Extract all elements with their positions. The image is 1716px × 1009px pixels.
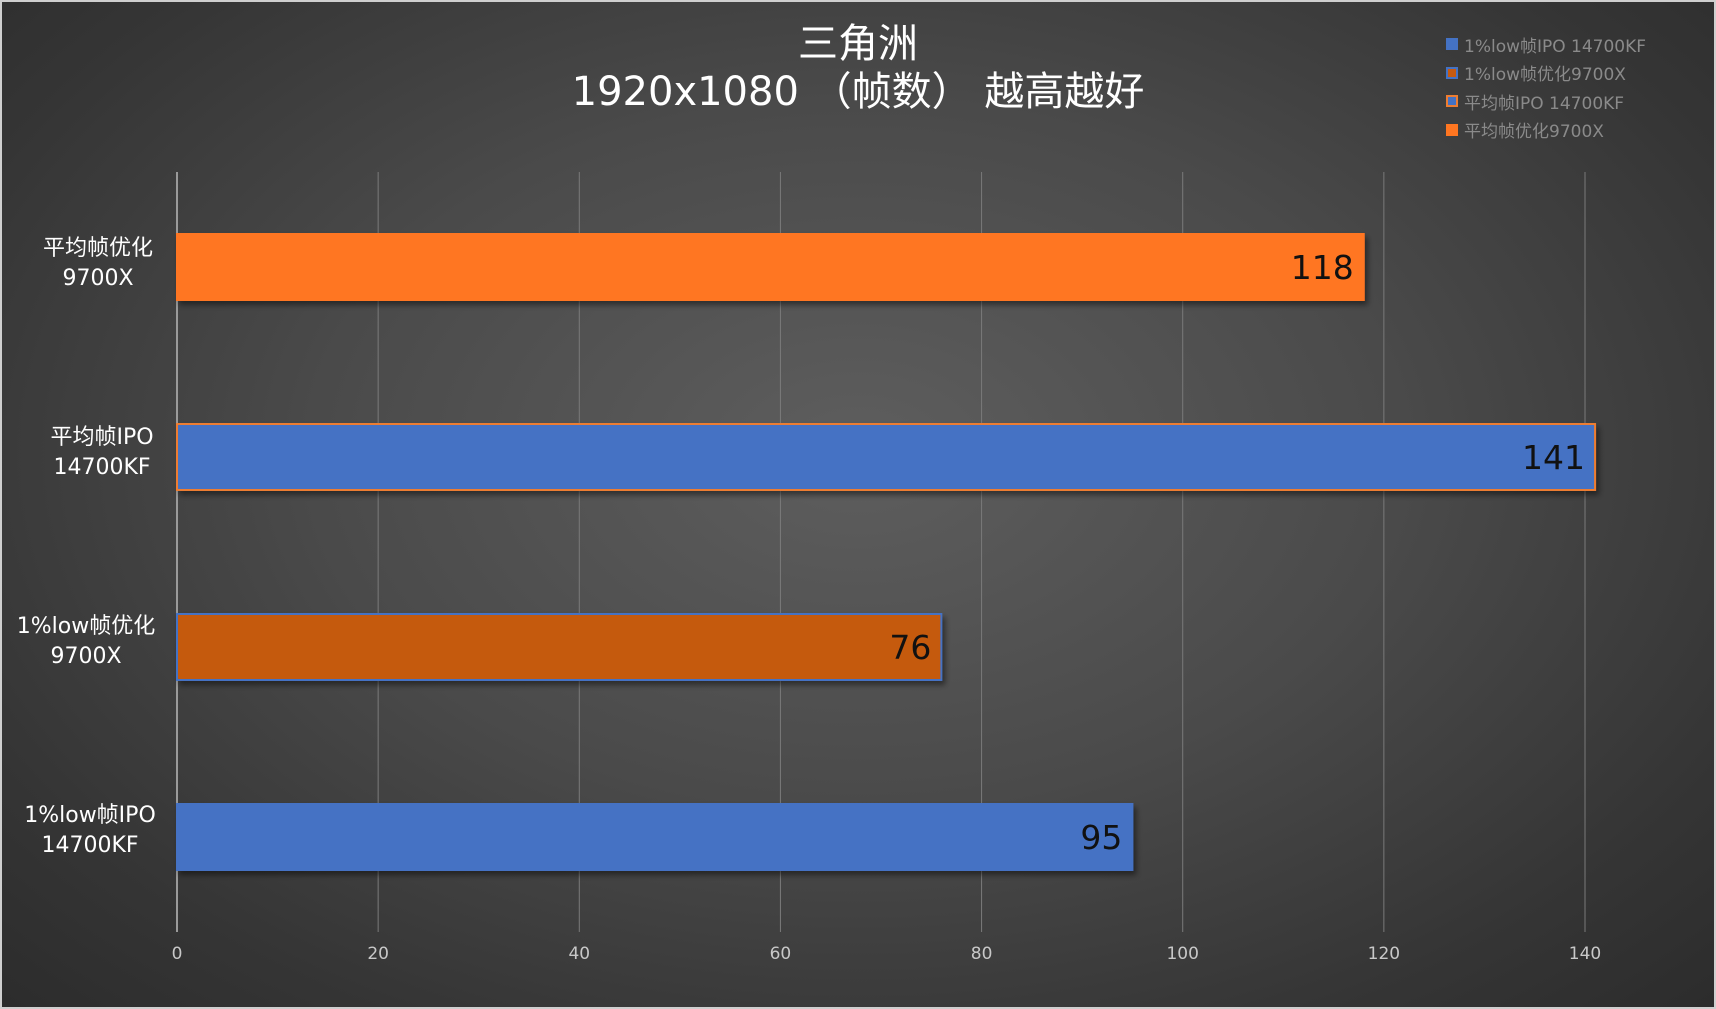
- legend-label: 1%low帧优化9700X: [1464, 65, 1626, 86]
- legend-item: 1%low帧优化9700X: [1446, 59, 1646, 88]
- x-tick-label: 140: [1569, 944, 1601, 964]
- x-tick-label: 60: [770, 944, 792, 964]
- bar: [176, 803, 1134, 871]
- category-label: 1%low帧优化 9700X: [16, 614, 156, 669]
- legend-swatch: [1446, 66, 1458, 79]
- data-label: 118: [1291, 248, 1354, 287]
- legend-label: 1%low帧IPO 14700KF: [1464, 36, 1647, 57]
- legend-swatch: [1446, 123, 1458, 136]
- data-label: 141: [1522, 438, 1585, 477]
- legend-item: 1%low帧IPO 14700KF: [1446, 30, 1646, 59]
- x-tick-label: 80: [971, 944, 993, 964]
- legend-item: 平均帧优化9700X: [1446, 116, 1646, 145]
- legend-swatch: [1446, 38, 1458, 51]
- bar: [176, 613, 943, 681]
- bar: [176, 233, 1365, 301]
- x-tick-label: 40: [568, 944, 590, 964]
- x-tick-label: 0: [172, 944, 183, 964]
- legend-swatch: [1446, 95, 1458, 108]
- chart-title: 三角洲: [798, 21, 918, 67]
- chart-subtitle: 1920x1080 （帧数） 越高越好: [571, 69, 1145, 115]
- legend-label: 平均帧优化9700X: [1464, 122, 1604, 143]
- x-tick-label: 20: [367, 944, 389, 964]
- x-tick-label: 100: [1166, 944, 1198, 964]
- x-tick-label: 120: [1368, 944, 1400, 964]
- bar: [176, 423, 1597, 491]
- data-label: 95: [1080, 818, 1122, 857]
- category-label: 1%low帧IPO 14700KF: [24, 803, 156, 858]
- category-label: 平均帧IPO 14700KF: [50, 425, 154, 480]
- data-label: 76: [889, 628, 931, 667]
- legend: 1%low帧IPO 14700KF 1%low帧优化9700X 平均帧IPO 1…: [1446, 30, 1646, 144]
- legend-item: 平均帧IPO 14700KF: [1446, 87, 1646, 116]
- category-label: 平均帧优化 9700X: [42, 236, 153, 291]
- legend-label: 平均帧IPO 14700KF: [1464, 93, 1625, 114]
